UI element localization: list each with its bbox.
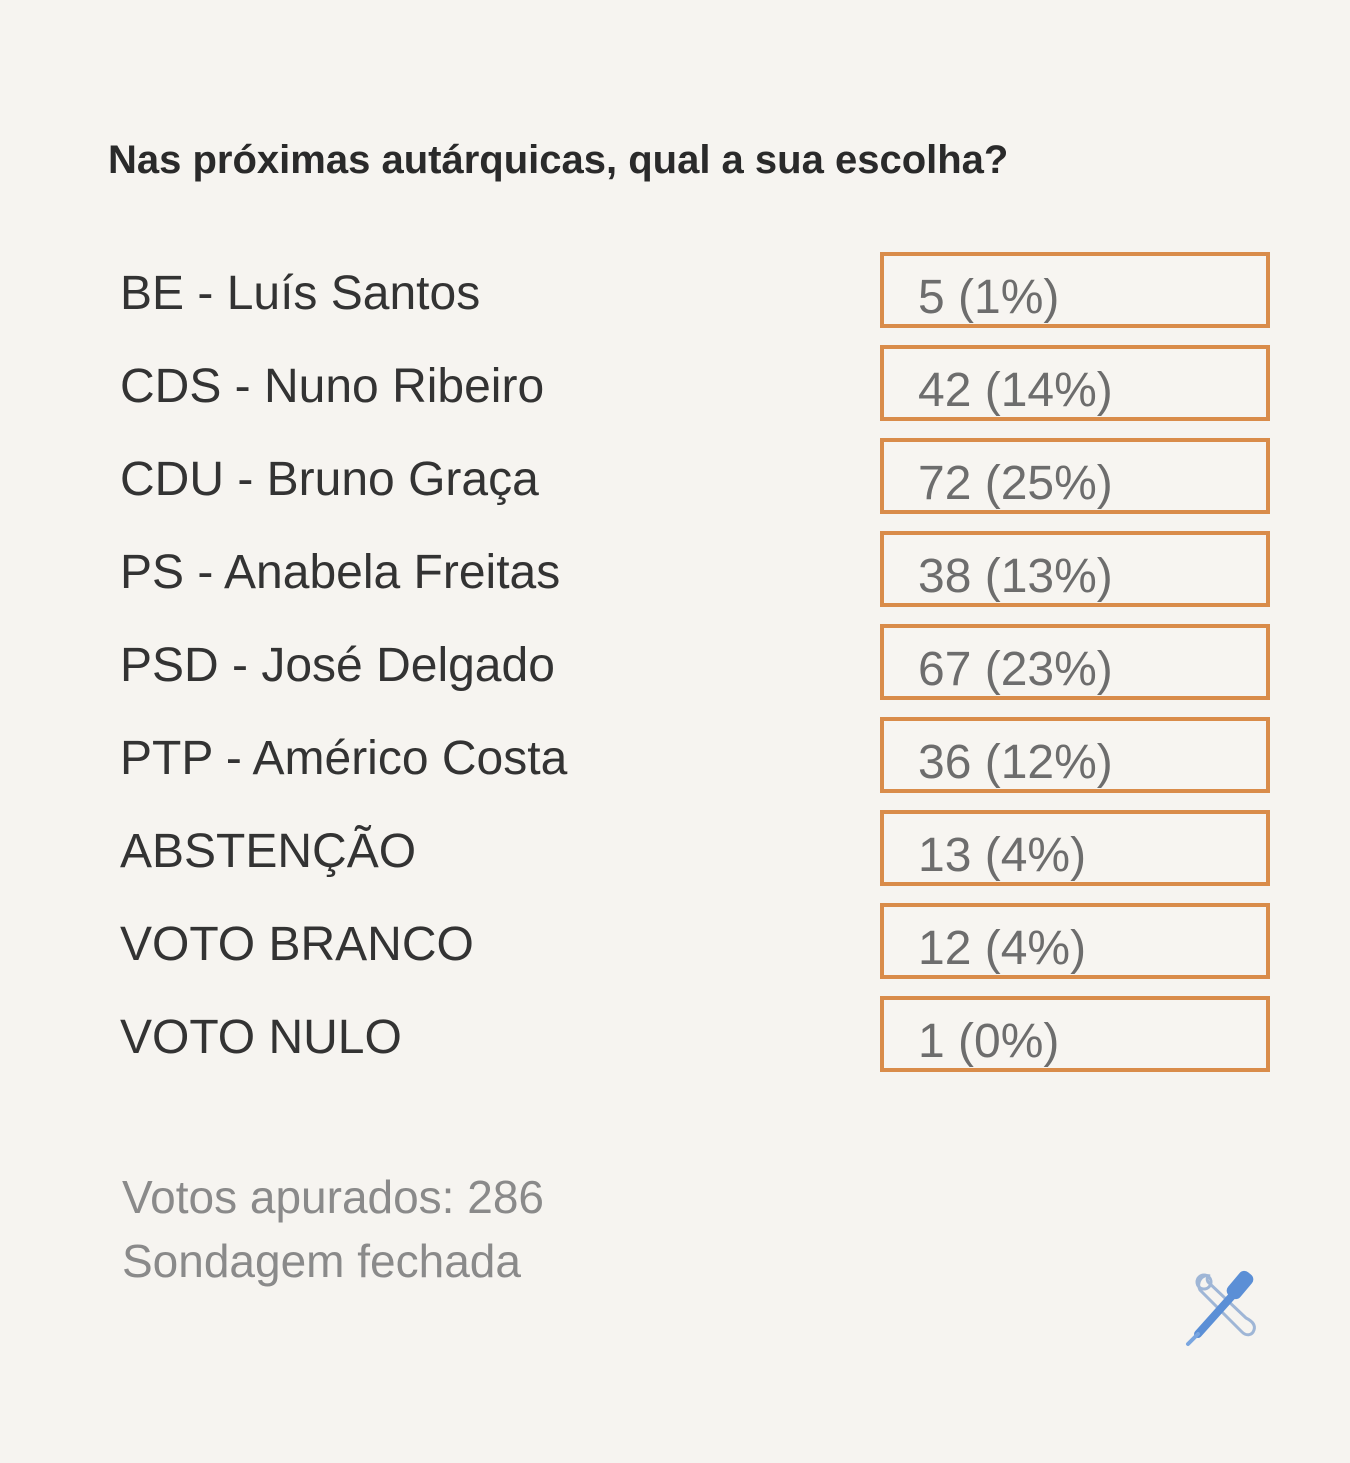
option-label: PSD - José Delgado <box>120 639 555 692</box>
poll-option-row: ABSTENÇÃO 13 (4%) <box>0 810 1350 902</box>
poll-option-row: VOTO NULO 1 (0%) <box>0 996 1350 1088</box>
tools-icon[interactable] <box>1180 1262 1280 1352</box>
poll-title: Nas próximas autárquicas, qual a sua esc… <box>108 138 1009 182</box>
poll-option-row: PS - Anabela Freitas 38 (13%) <box>0 531 1350 623</box>
poll-option-row: PTP - Américo Costa 36 (12%) <box>0 717 1350 809</box>
poll-option-row: PSD - José Delgado 67 (23%) <box>0 624 1350 716</box>
votes-count: Votos apurados: 286 <box>122 1171 544 1223</box>
result-box: 1 (0%) <box>880 996 1270 1072</box>
poll-status: Sondagem fechada <box>122 1235 521 1287</box>
result-value: 5 (1%) <box>918 271 1060 324</box>
option-label: CDU - Bruno Graça <box>120 453 539 506</box>
result-box: 13 (4%) <box>880 810 1270 886</box>
result-value: 12 (4%) <box>918 922 1087 975</box>
result-value: 36 (12%) <box>918 736 1113 789</box>
result-box: 5 (1%) <box>880 252 1270 328</box>
result-value: 38 (13%) <box>918 550 1113 603</box>
option-label: ABSTENÇÃO <box>120 825 417 878</box>
option-label: BE - Luís Santos <box>120 267 481 320</box>
poll-option-row: VOTO BRANCO 12 (4%) <box>0 903 1350 995</box>
result-box: 72 (25%) <box>880 438 1270 514</box>
poll-option-row: CDU - Bruno Graça 72 (25%) <box>0 438 1350 530</box>
result-value: 1 (0%) <box>918 1015 1060 1068</box>
result-box: 42 (14%) <box>880 345 1270 421</box>
result-value: 72 (25%) <box>918 457 1113 510</box>
result-value: 13 (4%) <box>918 829 1087 882</box>
result-value: 67 (23%) <box>918 643 1113 696</box>
poll-option-row: CDS - Nuno Ribeiro 42 (14%) <box>0 345 1350 437</box>
result-box: 36 (12%) <box>880 717 1270 793</box>
result-value: 42 (14%) <box>918 364 1113 417</box>
result-box: 67 (23%) <box>880 624 1270 700</box>
result-box: 12 (4%) <box>880 903 1270 979</box>
option-label: VOTO BRANCO <box>120 918 474 971</box>
poll-option-row: BE - Luís Santos 5 (1%) <box>0 252 1350 344</box>
result-box: 38 (13%) <box>880 531 1270 607</box>
option-label: VOTO NULO <box>120 1011 402 1064</box>
option-label: PS - Anabela Freitas <box>120 546 561 599</box>
option-label: PTP - Américo Costa <box>120 732 568 785</box>
option-label: CDS - Nuno Ribeiro <box>120 360 545 413</box>
